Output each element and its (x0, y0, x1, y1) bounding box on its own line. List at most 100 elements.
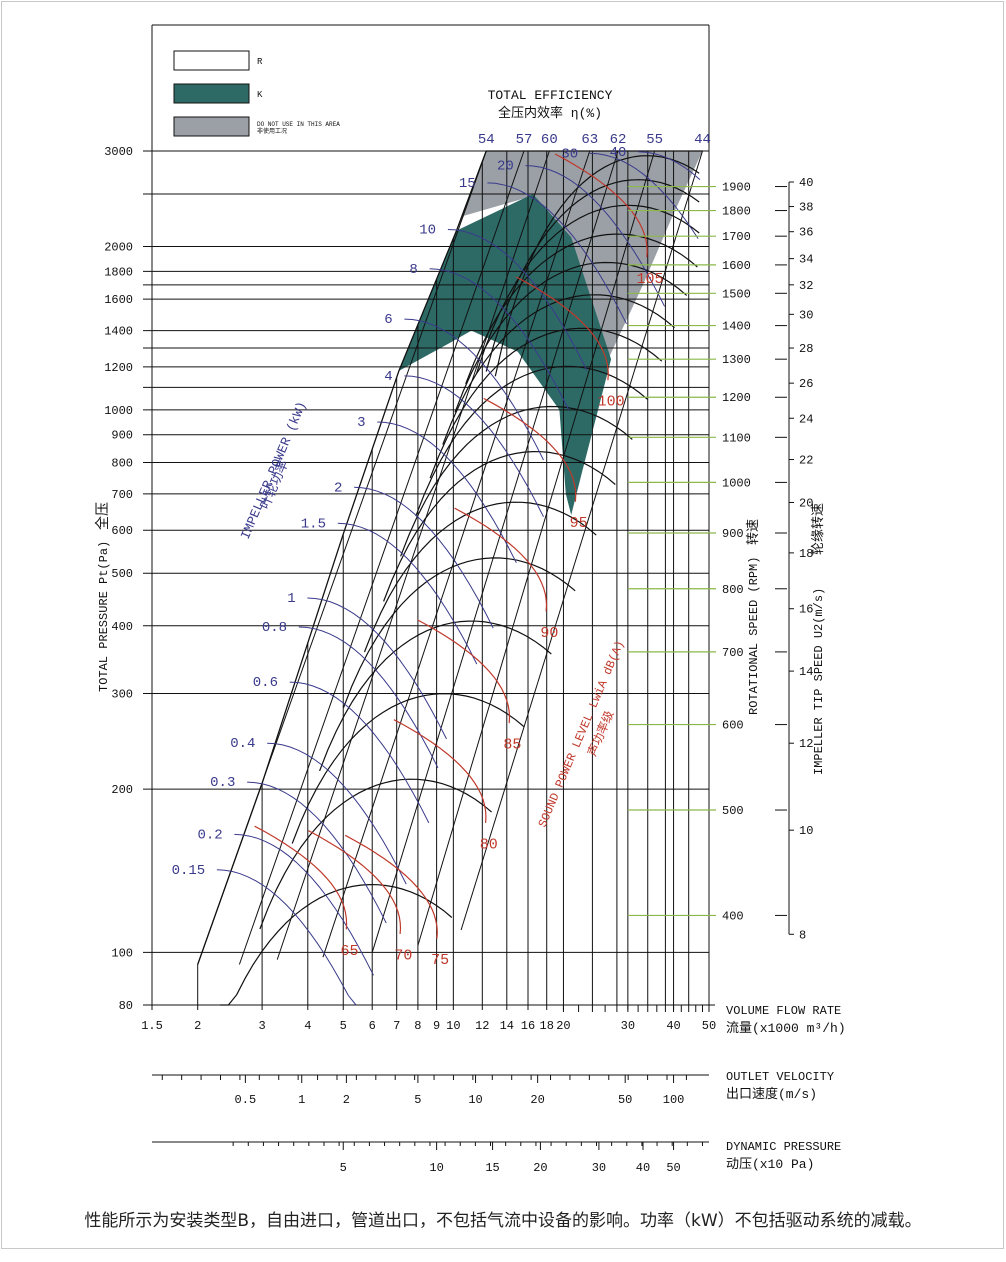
tip-tick-label: 24 (799, 412, 813, 426)
sound-label: 95 (570, 515, 588, 532)
x-tick-label: 40 (666, 1019, 680, 1033)
x-tick-label: 10 (446, 1019, 460, 1033)
power-label: 2 (334, 480, 342, 496)
sound-curve (516, 276, 609, 381)
rpm-tick-label: 1600 (722, 259, 751, 273)
efficiency-line (417, 150, 656, 946)
tip-tick-label: 20 (799, 496, 813, 510)
rpm-axis-label: ROTATIONAL SPEED (RPM) (747, 557, 761, 715)
x-axis-label-cn: 流量(x1000 m³/h) (726, 1021, 846, 1036)
x-tick-label: 7 (393, 1019, 400, 1033)
power-curve (289, 681, 430, 824)
power-curve (447, 229, 588, 371)
power-label: 15 (459, 176, 476, 192)
rpm-tick-label: 1900 (722, 181, 751, 195)
efficiency-tick-label: 44 (694, 132, 711, 148)
rpm-tick-label: 1800 (722, 205, 751, 219)
sound-label: 75 (431, 952, 449, 969)
tip-speed-scale-group: 40 38 36 34 32 30 28 26 24 22 20 18 16 14 12 10 8 IMPELLE… (788, 176, 826, 942)
power-label: 0.8 (262, 620, 287, 636)
speed-curve (363, 501, 597, 653)
tip-tick-label: 38 (799, 201, 813, 215)
rpm-tick-label: 600 (722, 719, 744, 733)
sound-label: 85 (503, 737, 521, 754)
outlet-tick-label: 5 (414, 1093, 421, 1107)
dynamic-tick-label: 50 (666, 1161, 680, 1175)
y-tick-label: 80 (119, 999, 133, 1013)
x-tick-label: 16 (521, 1019, 535, 1033)
power-curve (377, 421, 517, 564)
x-tick-label: 9 (433, 1019, 440, 1033)
outlet-tick-label: 2 (343, 1093, 350, 1107)
dynamic-axis-label-cn: 动压(x10 Pa) (726, 1157, 814, 1172)
power-curve (487, 182, 627, 325)
y-axis-label-cn: 全压 (94, 502, 112, 530)
x-tick-label: 1.5 (141, 1019, 163, 1033)
rpm-axis-label-cn: 转速 (746, 519, 761, 545)
y-tick-label: 1400 (104, 325, 133, 339)
tip-tick-label: 34 (799, 253, 813, 267)
power-label: 6 (384, 312, 392, 328)
y-tick-label: 600 (111, 524, 133, 538)
tip-tick-label: 22 (799, 454, 813, 468)
power-label: 0.2 (197, 827, 222, 843)
dynamic-tick-label: 40 (636, 1161, 650, 1175)
chart-title-cn: 全压内效率 η(%) (498, 105, 602, 121)
sound-label: 80 (480, 836, 498, 853)
rpm-tick-label: 700 (722, 646, 744, 660)
outlet-axis-label: OUTLET VELOCITY (726, 1070, 834, 1084)
y-tick-label: 100 (111, 946, 133, 960)
dynamic-tick-label: 10 (429, 1161, 443, 1175)
y-tick-label: 1600 (104, 293, 133, 307)
y-tick-label: 3000 (104, 145, 133, 159)
speed-curve (465, 233, 698, 385)
efficiency-tick-label: 60 (541, 132, 558, 148)
x-tick-label: 50 (702, 1019, 716, 1033)
x-axis-label: VOLUME FLOW RATE (726, 1004, 841, 1018)
x-tick-label: 8 (414, 1019, 421, 1033)
chart-title: TOTAL EFFICIENCY (488, 88, 613, 103)
legend-swatch (173, 83, 250, 104)
outlet-velocity-scale-group: 0.5 1 2 5 10 20 50 100 OUTLET VELOCITY 出口速度(m/s) (152, 1070, 834, 1107)
rpm-tick-label: 800 (722, 583, 744, 597)
axes-group: 3000200018001600140012001000900800700600… (94, 24, 846, 1036)
sound-label: 100 (598, 394, 625, 411)
efficiency-tick-label: 54 (478, 132, 495, 148)
efficiency-line (238, 150, 525, 965)
legend-swatch (173, 116, 250, 137)
legend-label: DO NOT USE IN THIS AREA (257, 121, 340, 128)
tip-tick-label: 16 (799, 603, 813, 617)
x-tick-label: 4 (304, 1019, 311, 1033)
rpm-tick-label: 1700 (722, 230, 751, 244)
power-curve (354, 486, 494, 629)
sound-label: 90 (540, 625, 558, 642)
dynamic-tick-label: 5 (340, 1161, 347, 1175)
dynamic-tick-label: 15 (485, 1161, 499, 1175)
efficiency-line (371, 150, 619, 953)
power-curve (525, 165, 666, 307)
sound-curve (417, 619, 511, 724)
rpm-tick-label: 500 (722, 804, 744, 818)
power-curve (307, 597, 447, 740)
y-tick-label: 300 (111, 688, 133, 702)
efficiency-line (460, 150, 703, 931)
y-tick-label: 900 (111, 429, 133, 443)
envelope-left (197, 150, 487, 965)
efficiency-tick-label: 57 (516, 132, 533, 148)
fan-performance-chart: 3000200018001600140012001000900800700600… (94, 24, 846, 1175)
dynamic-tick-label: 30 (592, 1161, 606, 1175)
tip-tick-label: 30 (799, 308, 813, 322)
x-tick-label: 5 (340, 1019, 347, 1033)
power-curve (234, 833, 374, 976)
legend-label: R (257, 57, 263, 67)
y-tick-label: 700 (111, 488, 133, 502)
speed-curve (319, 620, 552, 772)
power-label: 20 (497, 159, 514, 175)
dynamic-axis-label: DYNAMIC PRESSURE (726, 1140, 841, 1154)
sound-curve (344, 834, 438, 939)
speed-curve (476, 204, 700, 374)
power-label: 8 (409, 262, 417, 278)
speed-curve (442, 294, 675, 445)
tip-tick-label: 40 (799, 176, 813, 190)
